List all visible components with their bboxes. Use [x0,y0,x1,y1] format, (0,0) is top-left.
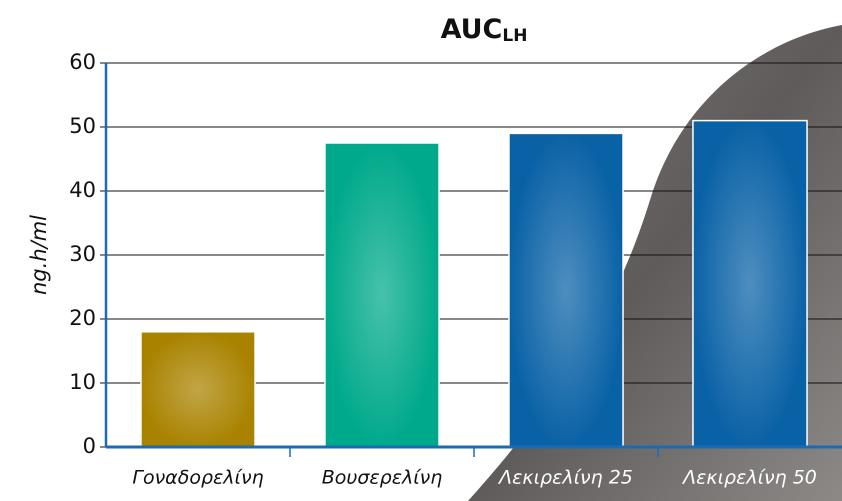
title-subscript: LH [502,26,527,46]
y-tick-label: 30 [69,242,96,266]
y-tick-label: 60 [69,50,96,74]
x-tick-label: Λεκιρελίνη 25 [497,467,633,489]
bar [140,331,256,448]
x-tick-label: Βουσερελίνη [322,467,443,489]
y-tick-label: 10 [69,370,96,394]
bar [692,119,808,448]
title-main: AUC [441,14,503,45]
bar [324,142,440,448]
y-tick-label: 0 [83,434,96,458]
y-tick-label: 50 [69,114,96,138]
chart-title: AUCLH [441,14,528,47]
x-tick-label: Λεκιρελίνη 50 [681,467,817,489]
bar [508,132,624,448]
y-tick-label: 20 [69,306,96,330]
y-tick-label: 40 [69,178,96,202]
x-tick-label: Γοναδορελίνη [132,467,263,489]
y-axis-label: ng.h/ml [27,215,51,295]
